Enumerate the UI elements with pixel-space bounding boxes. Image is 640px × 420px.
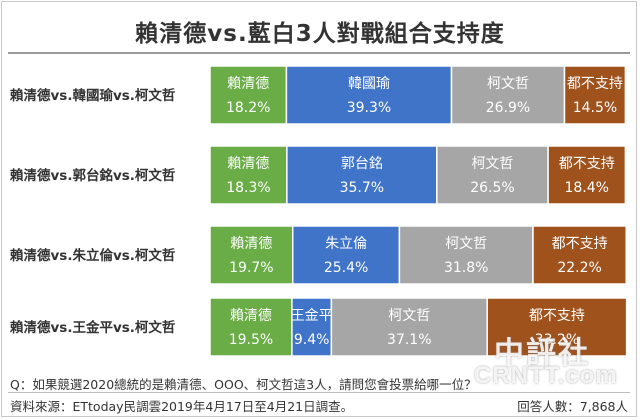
bar-segment: [209, 145, 288, 205]
bar-segment: [291, 297, 333, 357]
bar-segment: [547, 145, 627, 205]
segment-value: 9.4%: [294, 332, 330, 348]
segment-value: 18.3%: [226, 180, 270, 196]
chart-title: 賴清德vs.藍白3人對戰組合支持度: [135, 21, 505, 47]
bar-segment: [209, 65, 288, 125]
segment-value: 25.4%: [324, 260, 368, 276]
segment-value: 18.4%: [564, 180, 608, 196]
bar-segment: [532, 225, 627, 285]
segment-value: 35.7%: [340, 180, 384, 196]
segment-label: 都不支持: [559, 156, 615, 172]
survey-question: Q：如果競選2020總統的是賴清德、OOO、柯文哲這3人，請問您會投票給哪一位？: [10, 377, 477, 392]
segment-value: 26.5%: [470, 180, 514, 196]
respondent-count: 回答人數：7,868人: [517, 399, 628, 414]
bar-segment: [209, 225, 294, 285]
segment-label: 柯文哲: [487, 76, 529, 92]
row-label: 賴清德vs.王金平vs.柯文哲: [10, 319, 176, 336]
segment-value: 37.1%: [387, 332, 431, 348]
segment-value: 19.5%: [229, 332, 273, 348]
segment-label: 韓國瑜: [348, 76, 390, 92]
segment-label: 賴清德: [230, 236, 272, 252]
bar-segment: [436, 145, 549, 205]
bar-segment: [563, 65, 627, 125]
segment-label: 郭台銘: [341, 155, 383, 172]
segment-label: 賴清德: [227, 156, 269, 172]
row-label: 賴清德vs.郭台銘vs.柯文哲: [10, 167, 176, 184]
footer-divider: [8, 392, 630, 393]
segment-label: 賴清德: [230, 308, 272, 324]
data-source: 資料來源：ETtoday民調雲2019年4月17日至4月21日調查。: [10, 399, 354, 414]
segment-label: 賴清德: [227, 76, 269, 92]
segment-label: 柯文哲: [471, 156, 513, 172]
bar-segment: [486, 297, 628, 357]
bar-segment: [398, 225, 534, 285]
row-label: 賴清德vs.韓國瑜vs.柯文哲: [10, 87, 176, 104]
segment-value: 33.2%: [535, 332, 579, 348]
title-divider: [8, 52, 630, 54]
segment-value: 26.9%: [486, 100, 530, 116]
segment-label: 王金平: [291, 308, 333, 324]
segment-value: 19.7%: [229, 260, 273, 276]
segment-value: 18.2%: [226, 100, 270, 116]
bar-segment: [450, 65, 566, 125]
segment-label: 都不支持: [552, 236, 608, 252]
bar-segment: [286, 145, 438, 205]
segment-label: 柯文哲: [388, 308, 430, 324]
segment-label: 柯文哲: [445, 236, 487, 252]
segment-label: 朱立倫: [325, 236, 367, 252]
segment-label: 都不支持: [567, 76, 623, 92]
bar-segment: [291, 225, 401, 285]
segment-value: 39.3%: [347, 100, 391, 116]
segment-value: 31.8%: [444, 260, 488, 276]
segment-value: 22.2%: [557, 260, 601, 276]
segment-label: 都不支持: [529, 308, 585, 324]
segment-value: 14.5%: [573, 100, 617, 116]
row-label: 賴清德vs.朱立倫vs.柯文哲: [10, 247, 176, 264]
